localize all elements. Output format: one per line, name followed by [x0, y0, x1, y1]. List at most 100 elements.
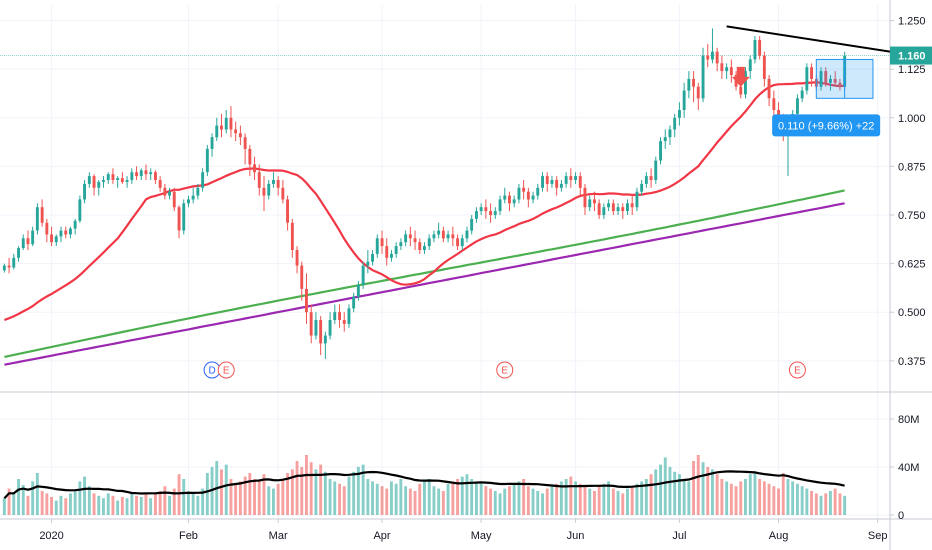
candle-body — [163, 187, 167, 196]
volume-bar — [286, 473, 289, 515]
volume-bar — [640, 481, 644, 515]
volume-bar — [644, 479, 648, 515]
volume-bar — [111, 495, 115, 515]
candle-body — [456, 238, 459, 247]
candle-body — [394, 246, 398, 254]
moving-averages-layer — [4, 81, 845, 366]
candle-body — [356, 285, 360, 297]
event-marker-label: D — [208, 366, 215, 377]
candle-body — [475, 211, 478, 219]
candle-body — [484, 207, 488, 212]
candle-body — [2, 265, 6, 271]
resistance-trendline — [726, 25, 891, 53]
candle-body — [182, 203, 186, 231]
candle-body — [224, 117, 228, 130]
candle-body — [829, 78, 832, 83]
volume-bar — [781, 473, 785, 515]
volume-bar — [408, 488, 412, 515]
volume-bar — [767, 483, 771, 515]
volume-bar — [838, 493, 842, 515]
candle-body — [545, 176, 549, 184]
candle-body — [328, 320, 332, 336]
price-range-label: 0.110 (+9.66%) +22 — [778, 120, 874, 132]
volume-bar — [7, 488, 11, 515]
candle-body — [593, 199, 596, 204]
candle-body — [673, 117, 677, 130]
volume-bar — [328, 479, 332, 515]
volume-tick-label: 80M — [898, 414, 919, 426]
volume-bar — [40, 491, 44, 515]
candle-body — [187, 199, 190, 204]
candle-body — [508, 195, 511, 204]
volume-bar — [54, 500, 58, 515]
candle-body — [59, 230, 63, 237]
candle-body — [408, 234, 412, 239]
candle-body — [253, 164, 256, 173]
volume-bar — [234, 485, 238, 515]
candle-body — [135, 172, 138, 177]
candle-body — [125, 180, 129, 182]
candle-body — [479, 207, 483, 212]
volume-bar — [602, 483, 606, 515]
candle-body — [248, 148, 252, 165]
volume-bar — [758, 479, 762, 515]
candle-body — [323, 335, 327, 344]
price-tick-label: 1.125 — [898, 64, 926, 76]
candle-body — [489, 211, 492, 215]
candle-body — [555, 180, 559, 188]
volume-bar — [744, 479, 747, 515]
candle-body — [427, 238, 431, 247]
volume-bar — [829, 491, 832, 515]
candle-body — [352, 296, 356, 309]
event-marker-circle — [496, 361, 514, 379]
volume-bar — [833, 488, 837, 515]
candle-body — [668, 129, 672, 138]
candle-body — [21, 238, 25, 248]
candle-body — [73, 220, 77, 229]
candle-body — [493, 211, 497, 215]
volume-bar — [319, 464, 323, 515]
volume-bar — [729, 483, 733, 515]
drawing-overlay-layer: 0.110 (+9.66%) +22D E E E — [203, 25, 891, 379]
volume-bar — [611, 488, 615, 515]
candle-body — [559, 183, 563, 188]
volume-bar — [734, 486, 738, 515]
candle-body — [729, 67, 733, 75]
volume-bar — [295, 461, 299, 515]
volume-bar — [380, 486, 384, 515]
candle-body — [7, 265, 11, 268]
candle-body — [597, 203, 601, 215]
time-tick-label: May — [471, 530, 492, 542]
volume-bar — [243, 476, 247, 515]
volume-bar — [597, 486, 601, 515]
volume-bar — [725, 481, 729, 515]
volume-bar — [701, 462, 705, 515]
volume-layer — [2, 455, 847, 515]
price-tick-label: 1.000 — [898, 113, 926, 125]
candle-body — [451, 234, 455, 239]
candle-body — [621, 207, 625, 212]
candle-body — [739, 86, 743, 95]
time-tick-label: Jul — [672, 530, 686, 542]
volume-bar — [512, 483, 516, 515]
candle-body — [583, 187, 587, 208]
volume-bar — [78, 481, 82, 515]
candle-body — [423, 246, 426, 250]
volume-bar — [626, 488, 629, 515]
volume-bar — [130, 493, 134, 515]
volume-bar — [678, 474, 681, 515]
last-price-label: 1.160 — [898, 51, 926, 63]
price-tick-label: 1.250 — [898, 16, 926, 28]
candle-body — [338, 312, 341, 320]
candle-body — [111, 174, 115, 180]
volume-bar — [2, 498, 6, 515]
volume-bar — [168, 495, 171, 515]
volume-bar — [106, 493, 110, 515]
candle-body — [626, 203, 629, 212]
volume-bar — [616, 491, 620, 515]
price-tick-label: 0.750 — [898, 210, 926, 222]
volume-bar — [257, 481, 261, 515]
volume-bar — [578, 483, 582, 515]
volume-bar — [470, 479, 474, 515]
volume-bar — [621, 493, 625, 515]
